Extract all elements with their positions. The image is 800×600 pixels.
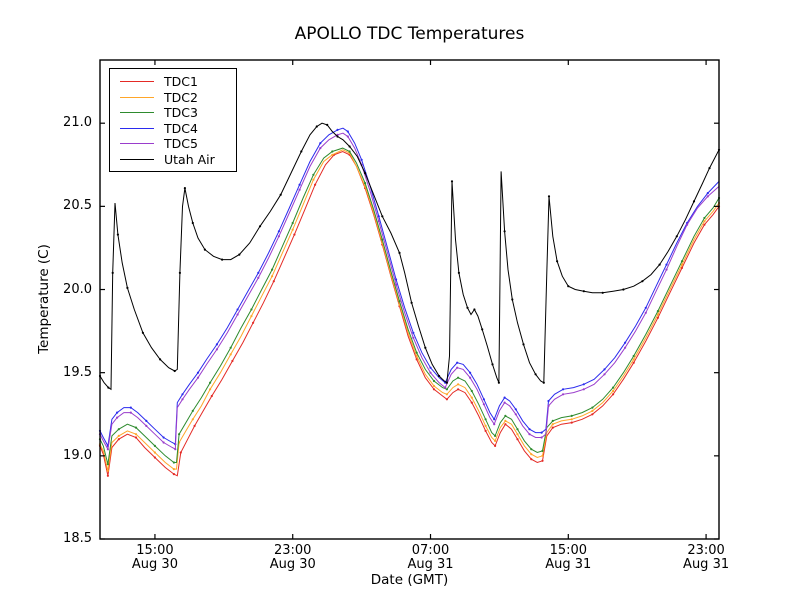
x-tick-label: 07:00 Aug 31: [407, 543, 454, 572]
legend-item-tdc5: TDC5: [110, 136, 236, 152]
series-markers: [98, 133, 709, 451]
y-tick-label: 21.0: [63, 115, 92, 131]
y-tick-label: 19.5: [63, 364, 92, 380]
series-utah-air: [98, 122, 721, 391]
series-line: [99, 132, 720, 451]
series-line: [99, 122, 720, 391]
legend-label: TDC1: [164, 74, 198, 90]
legend-item-tdc1: TDC1: [110, 74, 236, 90]
series-tdc3: [98, 147, 721, 466]
legend-line-sample: [120, 112, 154, 114]
series-line: [99, 149, 720, 471]
legend-item-tdc2: TDC2: [110, 90, 236, 106]
legend-label: TDC2: [164, 89, 198, 105]
x-tick-label: 15:00 Aug 30: [131, 543, 178, 572]
axes-border: [99, 59, 720, 540]
series-tdc2: [98, 149, 721, 472]
x-tick-label: 23:00 Aug 31: [683, 543, 730, 572]
legend-label: TDC4: [164, 120, 198, 136]
legend-line-sample: [120, 127, 154, 129]
legend-line-sample: [120, 96, 154, 98]
series-line: [99, 147, 720, 465]
x-tick-label: 15:00 Aug 31: [545, 543, 592, 572]
y-tick-label: 18.5: [63, 531, 92, 546]
legend-line-sample: [120, 143, 154, 145]
legend-line-sample: [120, 158, 154, 160]
legend-label: Utah Air: [164, 151, 215, 167]
series-line: [99, 150, 720, 477]
legend-item-tdc4: TDC4: [110, 121, 236, 137]
y-tick-label: 20.5: [63, 198, 92, 214]
y-axis-label: Temperature (C): [36, 244, 52, 354]
x-axis-label: Date (GMT): [370, 572, 449, 588]
series-tdc4: [98, 127, 720, 448]
y-tick-label: 19.0: [63, 447, 92, 463]
chart-title: APOLLO TDC Temperatures: [294, 24, 525, 44]
legend-label: TDC5: [164, 136, 198, 152]
series-markers: [98, 152, 721, 472]
series-markers: [98, 128, 709, 447]
legend: TDC1 TDC2 TDC3 TDC4 TDC5 Utah Air: [109, 68, 237, 172]
series-markers: [98, 150, 721, 466]
y-tick-label: 20.0: [63, 281, 92, 297]
series-tdc1: [98, 150, 721, 477]
legend-label: TDC3: [164, 105, 198, 121]
series-line: [99, 127, 720, 448]
legend-line-sample: [120, 81, 154, 83]
series-markers: [98, 153, 721, 477]
series-tdc5: [98, 132, 720, 451]
legend-item-tdc3: TDC3: [110, 105, 236, 121]
x-tick-label: 23:00 Aug 30: [269, 543, 316, 572]
legend-item-utah-air: Utah Air: [110, 152, 236, 168]
